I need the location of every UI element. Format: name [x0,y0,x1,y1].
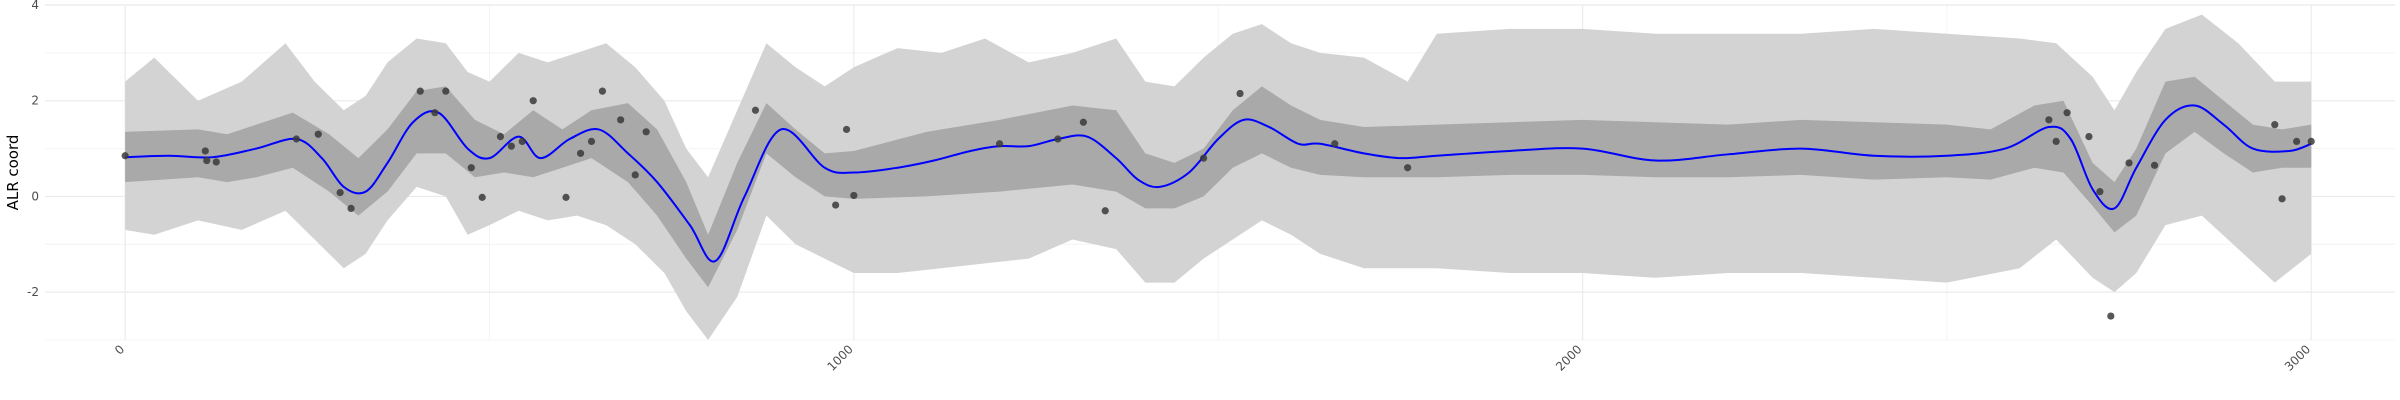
data-point [121,152,129,160]
data-point [2150,161,2159,169]
data-point [598,87,607,95]
data-points [121,87,2315,320]
y-axis-ticks: -2 0 2 4 [27,0,39,299]
data-point [292,135,300,143]
y-tick-label: 4 [31,0,39,12]
data-point [431,109,439,117]
data-point [642,128,650,136]
data-point [1331,140,1339,148]
data-point [832,201,840,209]
data-point [1236,89,1244,98]
data-point [1101,207,1109,215]
data-point [2085,133,2093,141]
inner-confidence-band [125,76,2312,288]
data-point [529,97,537,105]
x-tick-label: 1000 [824,342,855,373]
y-tick-label: -2 [27,285,39,299]
data-point [2045,116,2053,124]
data-point [1200,154,1208,162]
data-point [416,87,424,95]
x-tick-label: 0 [112,342,127,357]
y-tick-label: 2 [31,94,39,108]
data-point [518,137,526,145]
data-point [314,130,322,138]
data-point [562,193,570,201]
mean-line [125,104,2312,263]
data-point [336,189,344,197]
x-axis-ticks: 0 1000 2000 3000 [112,342,2313,373]
data-point [850,191,858,200]
data-point [576,149,585,157]
data-point [2307,137,2315,145]
data-point [1079,118,1087,126]
data-point [2063,109,2071,117]
data-point [587,137,596,145]
data-point [2052,137,2060,145]
x-tick-label: 3000 [2282,342,2313,373]
data-point [2125,159,2133,167]
data-point [203,156,211,165]
data-point [842,125,851,134]
data-point [751,106,760,114]
y-tick-label: 0 [31,189,39,203]
x-tick-label: 2000 [1553,342,1584,373]
data-point [347,204,355,212]
data-point [2271,121,2279,129]
data-point [2293,137,2301,145]
data-point [442,87,450,95]
data-point [496,133,505,141]
data-point [478,193,486,201]
data-point [617,116,625,124]
y-axis-title: ALR coord [4,135,22,211]
data-point [631,171,639,179]
data-point [201,147,209,155]
data-point [467,164,475,172]
data-point [1404,164,1412,172]
data-point [2096,188,2104,196]
data-point [2278,195,2286,203]
data-point [212,158,220,166]
data-point [1054,135,1062,143]
data-point [995,140,1004,148]
data-point [507,142,515,150]
data-point [2107,312,2115,320]
